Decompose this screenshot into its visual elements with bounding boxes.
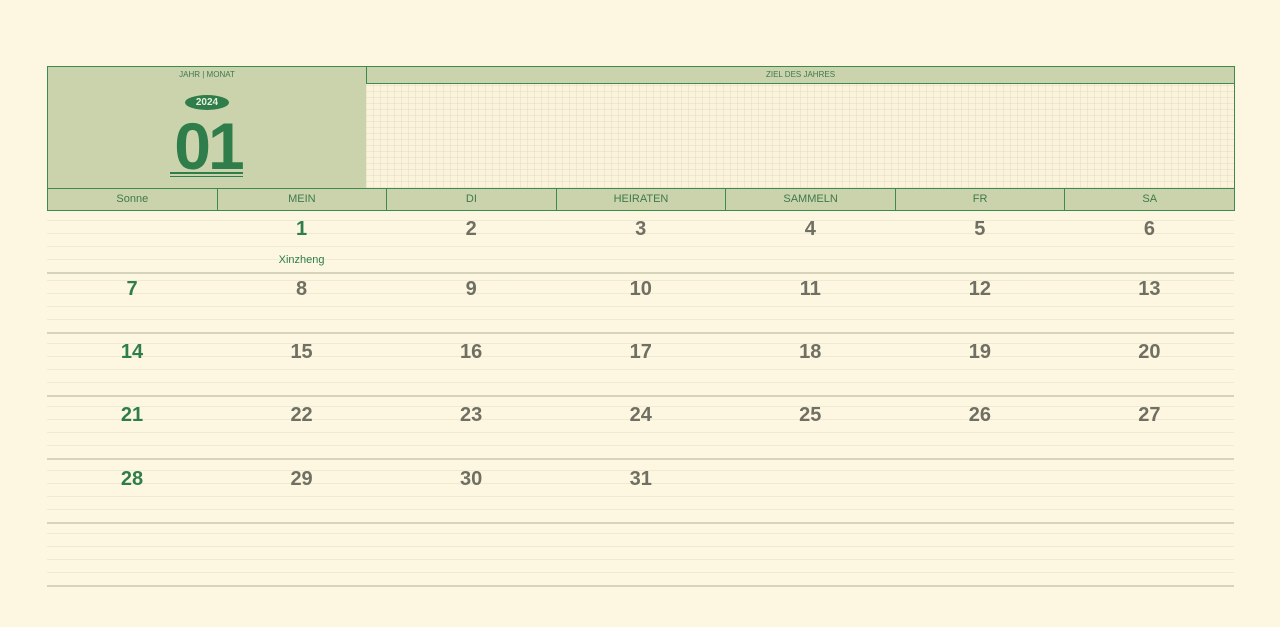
year-badge: 2024 [185,95,229,110]
day-cell[interactable]: 26 [968,404,991,426]
week-row: 14 15 16 17 18 19 20 [47,334,1234,397]
day-cell[interactable]: 31 [629,468,652,490]
weekday-header: SA [1064,188,1235,211]
day-cell[interactable]: 4 [804,218,816,240]
month-underline-2 [170,176,243,177]
month-number: 01 [174,109,244,183]
day-cell[interactable]: 14 [120,341,144,363]
weekday-header: SAMMELN [725,188,896,211]
day-cell[interactable]: 19 [968,341,991,363]
day-cell[interactable]: 20 [1138,341,1161,363]
week-row: 1 Xinzheng 2 3 4 5 6 [47,211,1234,274]
day-cell[interactable]: 21 [120,404,144,426]
week-row: 7 8 9 10 11 12 13 [47,271,1234,334]
year-month-label: JAHR | MONAT [47,66,367,84]
day-cell[interactable]: 11 [799,278,821,300]
day-cell[interactable]: 8 [296,278,308,300]
weekday-header: Sonne [47,188,218,211]
day-cell[interactable]: 15 [290,341,313,363]
day-cell[interactable]: 10 [629,278,652,300]
day-cell[interactable]: 16 [460,341,483,363]
day-cell[interactable]: 29 [290,468,313,490]
day-cell[interactable]: 2 [465,218,477,240]
day-cell[interactable]: 5 [974,218,986,240]
week-row: 28 29 30 31 [47,461,1234,524]
day-cell[interactable]: 12 [968,278,991,300]
month-box: 2024 01 [47,83,367,189]
day-cell[interactable]: 30 [460,468,483,490]
weekday-header: FR [894,188,1066,211]
weekday-header: DI [386,188,557,211]
day-cell[interactable]: 3 [635,218,647,240]
yearly-goal-area[interactable] [366,83,1235,189]
day-cell[interactable]: 7 [126,278,138,300]
day-cell[interactable]: 13 [1138,278,1161,300]
day-cell[interactable]: 17 [629,341,652,363]
day-cell[interactable]: 24 [629,404,652,426]
day-cell[interactable]: 6 [1143,218,1155,240]
month-underline [170,172,243,174]
day-note: Xinzheng [278,254,325,266]
day-cell[interactable]: 27 [1138,404,1161,426]
week-row [47,524,1234,587]
goal-label: ZIEL DES JAHRES [366,66,1235,84]
day-cell[interactable]: 1 [296,218,308,240]
weekday-header: HEIRATEN [555,188,727,211]
week-row: 21 22 23 24 25 26 27 [47,397,1234,460]
day-cell[interactable]: 23 [460,404,483,426]
day-cell[interactable]: 22 [290,404,313,426]
day-cell[interactable]: 28 [120,468,144,490]
day-cell[interactable]: 18 [799,341,822,363]
weekday-header: MEIN [216,188,388,211]
day-cell[interactable]: 25 [799,404,822,426]
day-cell[interactable]: 9 [465,278,477,300]
